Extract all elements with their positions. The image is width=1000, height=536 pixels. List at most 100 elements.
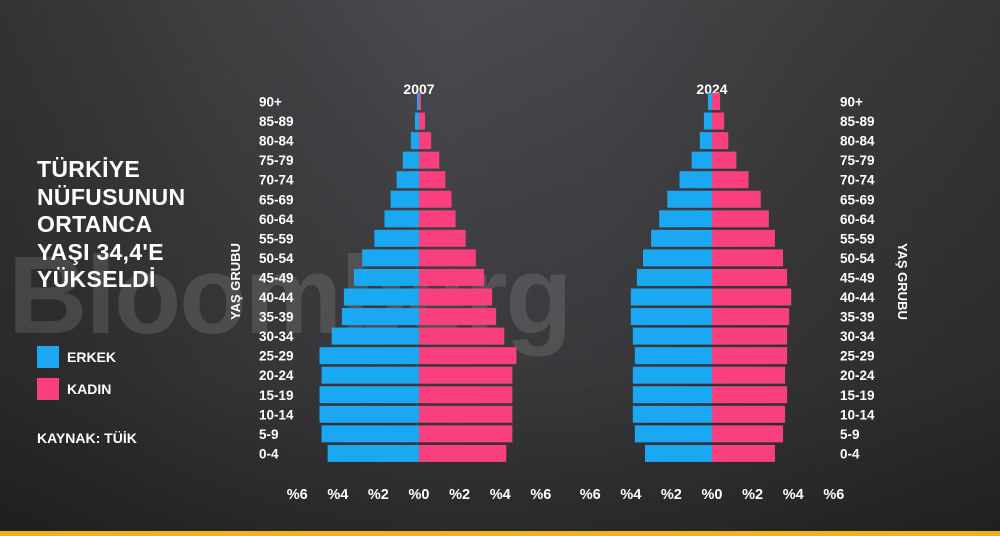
bar-female-2024-15-19 [712, 386, 788, 404]
headline-line-5: YÜKSELDİ [37, 266, 156, 292]
bar-female-2007-20-24 [419, 366, 513, 384]
headline-line-4: YAŞI 34,4'E [37, 238, 164, 265]
bar-male-2024-0-4 [645, 444, 712, 462]
source-note: KAYNAK: TÜİK [37, 430, 137, 446]
x-tick-2024-1: %4 [620, 487, 641, 503]
age-label-2007-65-69: 65-69 [259, 192, 294, 207]
bar-male-2007-20-24 [321, 366, 419, 384]
bottom-accent-bar [0, 531, 1000, 536]
bar-female-2024-60-64 [712, 210, 769, 228]
x-tick-2007-0: %6 [287, 487, 308, 503]
bar-male-2007-0-4 [327, 444, 419, 462]
bar-male-2007-50-54 [362, 249, 419, 267]
age-label-2007-30-34: 30-34 [259, 329, 294, 344]
age-label-2024-70-74: 70-74 [840, 173, 875, 188]
bar-female-2024-45-49 [712, 268, 788, 286]
bar-male-2007-55-59 [374, 229, 419, 247]
x-tick-2024-0: %6 [580, 487, 601, 503]
bar-male-2024-35-39 [630, 308, 712, 326]
legend-swatch-male [37, 346, 59, 368]
bar-male-2007-15-19 [319, 386, 419, 404]
age-label-2007-40-44: 40-44 [259, 290, 294, 305]
age-label-2007-60-64: 60-64 [259, 212, 294, 227]
age-label-2007-80-84: 80-84 [259, 134, 294, 149]
bar-male-2007-35-39 [341, 308, 419, 326]
age-label-2024-75-79: 75-79 [840, 153, 875, 168]
chart-title-2007: 2007 [403, 81, 434, 97]
x-tick-2024-6: %6 [823, 487, 844, 503]
age-label-2024-85-89: 85-89 [840, 114, 875, 129]
age-label-2007-20-24: 20-24 [259, 368, 294, 383]
x-tick-2007-2: %2 [368, 487, 389, 503]
bar-male-2024-10-14 [632, 405, 712, 423]
age-label-2007-70-74: 70-74 [259, 173, 294, 188]
y-axis-label-2007: YAŞ GRUBU [228, 243, 243, 320]
bar-male-2007-70-74 [396, 171, 419, 189]
bar-female-2007-0-4 [419, 444, 507, 462]
bar-male-2007-10-14 [319, 405, 419, 423]
bar-male-2007-80-84 [410, 132, 419, 150]
bar-female-2007-30-34 [419, 327, 505, 345]
age-label-2007-25-29: 25-29 [259, 349, 294, 364]
bar-female-2024-85-89 [712, 112, 725, 130]
age-label-2024-45-49: 45-49 [840, 270, 875, 285]
bar-female-2024-0-4 [712, 444, 775, 462]
bar-male-2007-30-34 [331, 327, 419, 345]
x-tick-2007-1: %4 [327, 487, 348, 503]
legend-item-female: KADIN [37, 378, 111, 400]
bar-male-2007-90+ [416, 93, 419, 110]
age-label-2024-80-84: 80-84 [840, 134, 875, 149]
bar-female-2007-25-29 [419, 347, 517, 365]
bar-male-2007-25-29 [319, 347, 419, 365]
bar-female-2007-40-44 [419, 288, 493, 306]
headline: TÜRKİYE NÜFUSUNUN ORTANCA YAŞI 34,4'E YÜ… [37, 156, 227, 294]
bar-female-2024-30-34 [712, 327, 788, 345]
bar-male-2007-65-69 [390, 190, 419, 208]
headline-line-1: TÜRKİYE [37, 156, 141, 182]
legend-label-female: KADIN [67, 381, 112, 397]
bar-female-2024-75-79 [712, 151, 737, 169]
bar-female-2007-80-84 [419, 132, 432, 150]
bar-female-2024-40-44 [712, 288, 792, 306]
age-label-2024-50-54: 50-54 [840, 251, 875, 266]
bar-male-2007-60-64 [384, 210, 419, 228]
bar-male-2024-15-19 [632, 386, 712, 404]
bar-female-2007-60-64 [419, 210, 456, 228]
bar-female-2007-45-49 [419, 268, 484, 286]
bar-male-2024-20-24 [632, 366, 712, 384]
age-label-2024-35-39: 35-39 [840, 310, 875, 325]
x-tick-2024-4: %2 [742, 487, 763, 503]
bar-male-2024-55-59 [651, 229, 712, 247]
x-tick-2007-3: %0 [409, 487, 430, 503]
bar-female-2007-70-74 [419, 171, 446, 189]
bar-female-2024-25-29 [712, 347, 788, 365]
age-label-2024-30-34: 30-34 [840, 329, 875, 344]
age-label-2024-15-19: 15-19 [840, 388, 875, 403]
x-tick-2007-5: %4 [490, 487, 511, 503]
bar-female-2024-20-24 [712, 366, 786, 384]
bar-female-2024-50-54 [712, 249, 784, 267]
y-axis-label-2024: YAŞ GRUBU [895, 243, 910, 320]
bar-male-2007-5-9 [321, 425, 419, 443]
legend-item-male: ERKEK [37, 346, 116, 368]
bar-female-2024-10-14 [712, 405, 786, 423]
bar-female-2007-35-39 [419, 308, 497, 326]
age-label-2007-55-59: 55-59 [259, 231, 294, 246]
bar-male-2007-45-49 [354, 268, 419, 286]
age-label-2007-10-14: 10-14 [259, 407, 294, 422]
bar-male-2024-25-29 [634, 347, 712, 365]
age-label-2007-90+: 90+ [259, 95, 282, 110]
bar-female-2007-15-19 [419, 386, 513, 404]
bar-male-2007-40-44 [343, 288, 419, 306]
bar-male-2024-60-64 [659, 210, 712, 228]
bar-female-2007-75-79 [419, 151, 440, 169]
bar-female-2024-55-59 [712, 229, 775, 247]
age-label-2024-5-9: 5-9 [840, 427, 860, 442]
age-label-2007-45-49: 45-49 [259, 270, 294, 285]
legend-label-male: ERKEK [67, 349, 117, 365]
bar-female-2024-90+ [712, 93, 721, 110]
age-label-2024-90+: 90+ [840, 95, 863, 110]
age-label-2024-10-14: 10-14 [840, 407, 875, 422]
bar-male-2007-75-79 [402, 151, 419, 169]
bar-female-2007-90+ [419, 93, 422, 110]
